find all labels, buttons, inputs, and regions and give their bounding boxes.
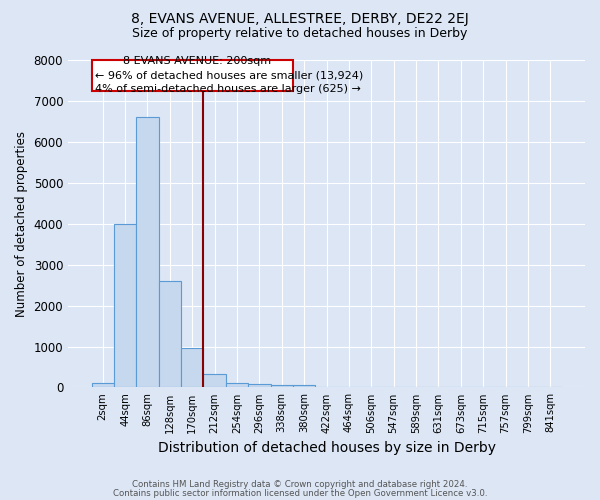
Y-axis label: Number of detached properties: Number of detached properties bbox=[15, 130, 28, 316]
FancyBboxPatch shape bbox=[92, 60, 293, 90]
Text: Contains public sector information licensed under the Open Government Licence v3: Contains public sector information licen… bbox=[113, 488, 487, 498]
Bar bbox=[226, 382, 248, 388]
Text: Contains HM Land Registry data © Crown copyright and database right 2024.: Contains HM Land Registry data © Crown c… bbox=[132, 480, 468, 489]
Bar bbox=[114, 224, 136, 388]
Text: 8, EVANS AVENUE, ALLESTREE, DERBY, DE22 2EJ: 8, EVANS AVENUE, ALLESTREE, DERBY, DE22 … bbox=[131, 12, 469, 26]
Bar bbox=[136, 118, 158, 388]
Bar bbox=[203, 374, 226, 388]
Bar bbox=[271, 384, 293, 388]
X-axis label: Distribution of detached houses by size in Derby: Distribution of detached houses by size … bbox=[158, 441, 496, 455]
Text: Size of property relative to detached houses in Derby: Size of property relative to detached ho… bbox=[133, 28, 467, 40]
Bar bbox=[181, 348, 203, 388]
Bar bbox=[293, 385, 316, 388]
Bar bbox=[92, 384, 114, 388]
Text: 8 EVANS AVENUE: 200sqm
← 96% of detached houses are smaller (13,924)
4% of semi-: 8 EVANS AVENUE: 200sqm ← 96% of detached… bbox=[95, 56, 363, 94]
Bar bbox=[158, 281, 181, 388]
Bar bbox=[248, 384, 271, 388]
